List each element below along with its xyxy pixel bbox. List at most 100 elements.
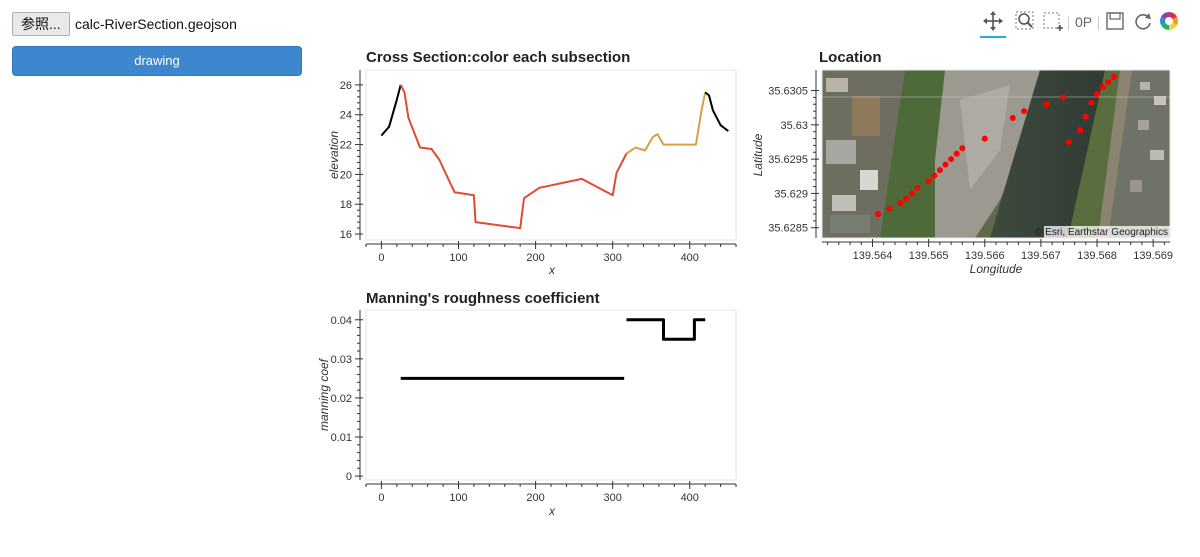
location-point [914,184,921,191]
location-point [1110,73,1117,80]
toolbar-separator [1068,16,1069,30]
x-tick-label: 139.565 [909,250,949,262]
location-point [1077,127,1084,134]
location-x-axis: 139.564 139.565 139.566 139.567 139.568 139.5… [822,239,1173,262]
y-tick-label: 0.04 [331,315,352,327]
location-point [1021,108,1028,115]
location-y-axis: 35.6285 35.629 35.6295 35.63 35.6305 [768,70,819,238]
attribution-box [1044,226,1170,238]
x-tick-label: 139.567 [1021,250,1061,262]
pan-icon[interactable] [980,8,1006,38]
location-point [897,200,904,206]
location-point [953,150,960,157]
location-point [931,172,938,179]
location-point [925,178,932,185]
location-point [875,211,882,217]
location-point [1094,91,1100,97]
location-frame [821,69,1171,239]
cross-section-xlabel: x [548,263,556,277]
toolbar-separator [1098,16,1099,30]
series-line [626,318,706,341]
cross-section-title: Cross Section:color each subsection [366,49,630,66]
location-xlabel: Longitude [970,262,1023,276]
location-point [1009,115,1016,121]
x-tick-label: 139.569 [1133,250,1173,262]
cross-section-lines [380,84,729,230]
manning-title: Manning's roughness coefficient [366,290,600,307]
location-point [1060,94,1067,101]
x-tick-label: 0 [378,492,384,504]
reset-icon[interactable] [1130,8,1156,36]
y-tick-label: 0.03 [331,354,352,366]
location-point [942,161,949,168]
location-points [875,73,1117,217]
y-tick-label: 26 [340,80,352,92]
y-tick-label: 35.6285 [768,223,808,235]
location-title: Location [819,49,882,66]
y-tick-label: 16 [340,229,352,241]
x-tick-label: 400 [681,252,699,264]
location-point [1066,139,1072,145]
series-line [625,92,707,155]
y-tick-label: 35.629 [774,188,808,200]
manning-chart[interactable]: Manning's roughness coefficient 0 0.01 0.0… [317,290,737,518]
x-tick-label: 139.564 [853,250,893,262]
file-browse-button[interactable]: 参照... [12,12,70,36]
series-line [704,91,729,132]
location-point [948,156,955,163]
location-point [903,195,910,202]
plot-toolbar: 0P [980,8,1190,38]
location-point [1043,101,1050,108]
location-point [1082,113,1089,120]
location-point [1088,99,1095,106]
drawing-button[interactable]: drawing [12,46,302,76]
y-tick-label: 35.63 [780,120,808,132]
y-tick-label: 22 [340,140,352,152]
y-tick-label: 24 [340,110,352,122]
manning-frame [365,309,737,481]
location-point [981,135,988,142]
location-ylabel: Latitude [751,133,765,176]
y-tick-label: 0.02 [331,393,352,405]
manning-x-axis: 0 100 200 300 400 [365,481,737,504]
cross-section-chart[interactable]: Cross Section:color each subsection 16 18… [327,49,737,277]
tap-icon[interactable]: 0P [1072,8,1098,36]
x-tick-label: 139.568 [1077,250,1117,262]
x-tick-label: 400 [681,492,699,504]
series-line [380,84,402,137]
x-tick-label: 139.566 [965,250,1005,262]
selected-file-name: calc-RiverSection.geojson [75,16,237,32]
location-point [959,145,966,152]
location-point [908,190,915,197]
box-zoom-icon[interactable] [1012,8,1038,36]
manning-lines [400,318,706,380]
location-point [1099,84,1106,91]
y-tick-label: 20 [340,169,352,181]
cross-section-x-axis: 0 100 200 300 400 [365,241,737,264]
y-tick-label: 35.6305 [768,86,808,98]
manning-ylabel: manning coef [317,357,331,431]
location-point [936,167,943,174]
map-attribution[interactable]: © Esri, Earthstar Geographics [1035,227,1168,238]
cross-section-frame [365,69,737,241]
x-tick-label: 100 [449,492,467,504]
bokeh-logo-icon[interactable] [1156,8,1182,36]
series-line [399,84,628,230]
y-tick-label: 0.01 [331,432,352,444]
x-tick-label: 300 [603,492,621,504]
location-map-chart[interactable]: Location [751,49,1173,276]
y-tick-label: 18 [340,199,352,211]
manning-xlabel: x [548,504,556,518]
cross-section-y-axis: 16 18 20 22 24 26 [340,70,363,241]
manning-y-axis: 0 0.01 0.02 0.03 0.04 [331,310,363,483]
x-tick-label: 200 [526,252,544,264]
box-select-icon[interactable] [1040,8,1066,36]
location-point [1105,79,1112,86]
location-point [886,205,893,212]
x-tick-label: 100 [449,252,467,264]
cross-section-ylabel: elevation [327,131,341,179]
save-icon[interactable] [1102,8,1128,36]
x-tick-label: 200 [526,492,544,504]
satellite-basemap [822,70,1170,238]
